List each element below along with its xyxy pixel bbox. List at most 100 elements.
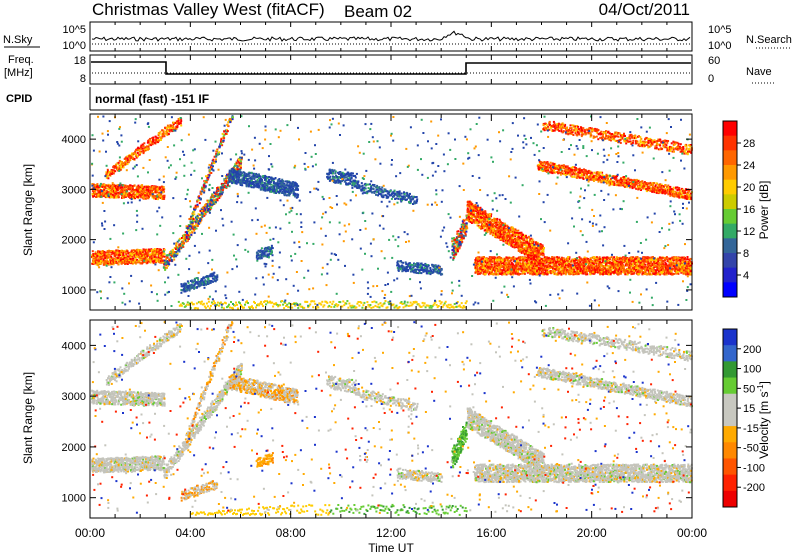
- power-cell: [155, 136, 158, 139]
- power-cell: [237, 178, 240, 181]
- power-cell: [174, 248, 177, 250]
- power-cell: [292, 189, 295, 192]
- power-cell: [157, 141, 160, 143]
- power-cell: [169, 251, 172, 254]
- power-cell: [131, 185, 134, 188]
- power-cell: [282, 180, 285, 183]
- power-cell: [136, 258, 139, 261]
- power-cell: [270, 252, 273, 254]
- power-cell: [143, 149, 145, 152]
- power-cell: [104, 186, 106, 189]
- power-cell: [143, 248, 146, 251]
- power-cell: [191, 219, 194, 222]
- power-cell: [163, 259, 166, 262]
- power-cell: [147, 251, 150, 254]
- power-cell: [142, 150, 145, 153]
- power-cell: [114, 194, 117, 196]
- power-cell: [215, 149, 218, 152]
- power-cell: [175, 244, 177, 247]
- power-cell: [466, 227, 469, 230]
- power-cell: [408, 194, 410, 197]
- nsky-tick-top: 10^5: [62, 24, 86, 36]
- power-cell: [141, 262, 144, 265]
- power-cell: [370, 191, 373, 193]
- power-cell: [134, 150, 137, 153]
- power-cell: [126, 155, 129, 158]
- power-cell: [133, 254, 136, 257]
- power-cell: [170, 127, 173, 129]
- power-cell: [428, 270, 430, 273]
- power-cell: [119, 168, 122, 171]
- power-cell: [149, 187, 152, 190]
- power-cell: [192, 218, 195, 220]
- power-cell: [179, 122, 182, 125]
- power-cell: [105, 260, 108, 263]
- power-cell: [161, 129, 164, 132]
- power-cell: [107, 191, 110, 194]
- power-cell: [244, 182, 247, 185]
- power-cell: [147, 260, 150, 263]
- power-cell: [203, 210, 205, 213]
- power-cell: [204, 186, 207, 189]
- power-cell: [135, 156, 138, 159]
- power-cell: [124, 257, 127, 260]
- power-cell: [187, 234, 190, 237]
- power-cell: [151, 195, 154, 198]
- power-cell: [234, 163, 237, 166]
- power-cell: [168, 127, 171, 130]
- power-cell: [111, 186, 114, 189]
- power-cell: [422, 263, 425, 266]
- power-cell: [144, 146, 147, 149]
- power-cell: [94, 251, 97, 254]
- power-cell: [196, 223, 199, 226]
- power-cell: [171, 255, 174, 258]
- power-cell: [162, 191, 165, 194]
- power-cell: [218, 186, 221, 189]
- power-cell: [271, 254, 274, 257]
- power-cell: [150, 257, 153, 260]
- power-cell: [177, 239, 180, 242]
- power-cell: [216, 187, 218, 189]
- power-cell: [195, 286, 198, 289]
- power-cell: [126, 263, 129, 265]
- power-cell: [117, 163, 120, 165]
- power-cell: [379, 193, 382, 195]
- power-cell: [109, 262, 112, 265]
- power-cell: [134, 261, 137, 264]
- power-cell: [205, 210, 208, 213]
- power-cell: [124, 255, 127, 257]
- power-cell: [124, 157, 127, 160]
- power-cell: [161, 185, 164, 188]
- power-cell: [105, 184, 108, 187]
- power-cell: [165, 258, 167, 261]
- power-cell: [375, 193, 377, 196]
- power-cell: [173, 247, 176, 250]
- power-cell: [160, 259, 163, 262]
- power-cell: [347, 183, 349, 186]
- power-cell: [453, 247, 455, 249]
- power-cell: [185, 234, 188, 236]
- power-cell: [189, 225, 192, 228]
- power-cell: [142, 252, 145, 255]
- power-cell: [543, 247, 545, 249]
- power-cell: [169, 256, 172, 259]
- power-cell: [499, 235, 502, 238]
- power-cell: [198, 281, 201, 284]
- power-cell: [126, 159, 129, 162]
- power-cell: [138, 260, 141, 263]
- power-cell: [146, 261, 149, 264]
- power-cell: [144, 250, 147, 253]
- power-cell: [205, 206, 208, 209]
- power-cell: [119, 254, 121, 256]
- power-cell: [127, 185, 130, 188]
- power-cell: [214, 198, 217, 201]
- power-cell: [201, 210, 203, 212]
- power-cell: [157, 256, 160, 259]
- power-cell: [101, 260, 104, 263]
- power-cell: [219, 191, 222, 194]
- power-cell: [102, 263, 105, 266]
- power-cell: [210, 195, 213, 198]
- power-cell: [210, 207, 213, 209]
- power-cell: [461, 240, 464, 243]
